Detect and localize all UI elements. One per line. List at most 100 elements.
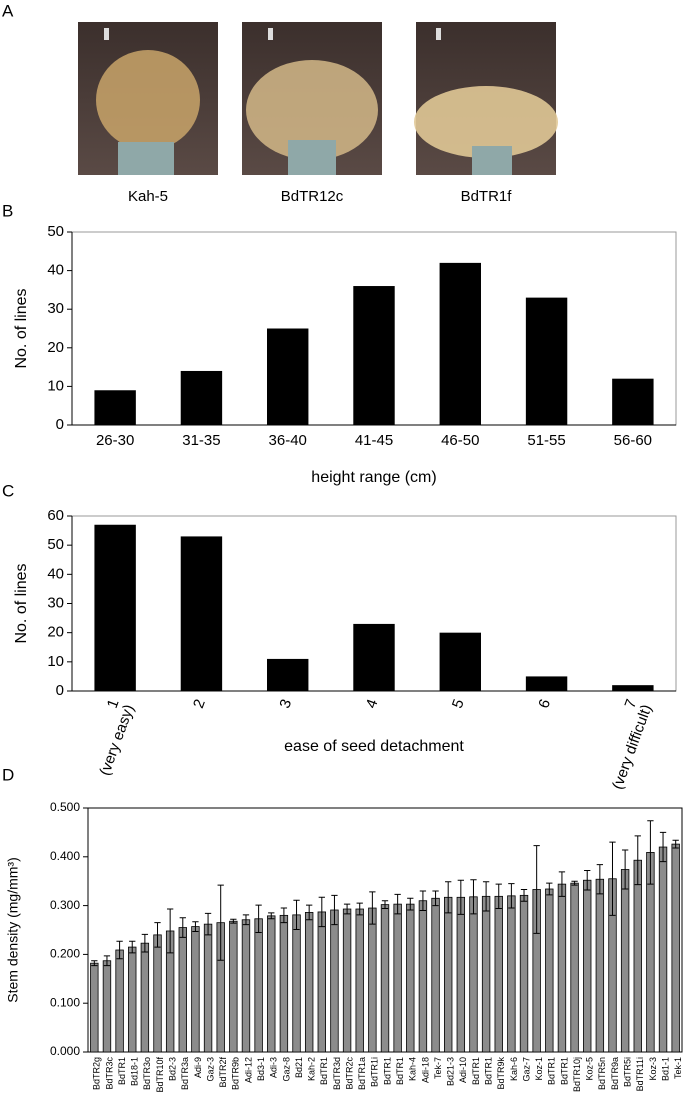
bar (406, 903, 415, 1053)
x-tick-label: BdTR1 (483, 1057, 493, 1085)
x-tick-label: Gaz-8 (281, 1057, 291, 1082)
x-tick-label: 46-50 (441, 432, 479, 449)
error-bar (445, 881, 452, 914)
bar (317, 911, 327, 1053)
x-tick-label: Kah-6 (509, 1057, 519, 1081)
error-bar (621, 849, 629, 890)
error-bar (634, 835, 641, 886)
y-tick-label: 10 (47, 653, 64, 670)
error-bar (558, 871, 566, 897)
x-tick-label: 31-35 (182, 432, 220, 449)
y-axis-title: No. of lines (13, 563, 30, 643)
x-tick-label: BdTR3o (142, 1057, 152, 1090)
error-bar (407, 897, 414, 911)
error-bar (369, 891, 376, 925)
x-tick-label: BdTR3a (180, 1057, 190, 1090)
x-tick-label: 36-40 (269, 432, 307, 449)
x-tick-label: BdTR3c (104, 1057, 114, 1090)
bar (90, 962, 99, 1053)
photo (78, 22, 218, 175)
bar (292, 914, 301, 1053)
x-tick-label: BdTR1 (471, 1057, 481, 1085)
x-tick-label: BdTR1a (357, 1057, 367, 1090)
error-bar (116, 940, 123, 960)
y-tick-label: 0.500 (50, 800, 80, 814)
x-tick-label: Bd21 (294, 1057, 304, 1078)
photo-caption: Kah-5 (128, 188, 168, 205)
x-tick-label: BdTR5i (623, 1057, 633, 1087)
error-bar (179, 917, 186, 938)
error-bar (356, 902, 363, 916)
photo (242, 22, 382, 175)
error-bar (255, 904, 262, 933)
error-bar (242, 914, 250, 926)
x-tick-label: BdTR5n (597, 1057, 607, 1090)
error-bar (129, 940, 136, 954)
error-bar (457, 879, 464, 915)
bar (583, 879, 592, 1053)
bar (507, 895, 516, 1053)
x-tick-label: 5 (449, 697, 468, 711)
x-tick-label: Adi-10 (458, 1057, 468, 1083)
bar (418, 900, 428, 1053)
x-tick-label: BdTR2c (344, 1057, 354, 1090)
annotation: (very easy) (96, 702, 137, 778)
x-tick-label: Adi-18 (420, 1057, 430, 1083)
error-bar (293, 899, 300, 931)
bar (267, 658, 309, 691)
error-bar (166, 908, 174, 954)
x-tick-label: Bd21-3 (446, 1057, 456, 1086)
error-bar (318, 896, 325, 928)
y-tick-label: 60 (47, 507, 64, 524)
y-tick-label: 0.100 (50, 995, 80, 1009)
bar (658, 846, 668, 1053)
y-tick-label: 50 (47, 536, 64, 553)
bar (355, 908, 364, 1053)
x-tick-label: Bd1-1 (660, 1057, 670, 1081)
x-tick-label: BdTR9a (610, 1057, 620, 1090)
x-tick-label: Gaz-7 (521, 1057, 531, 1082)
bar (180, 536, 223, 691)
x-tick-label: Koz-1 (534, 1057, 544, 1081)
y-tick-label: 40 (47, 565, 64, 582)
x-tick-label: BdTR9k (496, 1057, 506, 1090)
y-tick-label: 30 (47, 300, 64, 317)
x-tick-label: Tek-1 (673, 1057, 683, 1079)
bar (380, 904, 390, 1053)
x-axis-title: ease of seed detachment (284, 738, 464, 755)
bar (481, 895, 491, 1053)
photo-caption: BdTR12c (281, 188, 344, 205)
bar (94, 524, 136, 691)
bar (439, 262, 481, 425)
bar (494, 895, 503, 1053)
bar (368, 907, 377, 1053)
x-tick-group: 5 (449, 697, 468, 711)
bar (525, 297, 568, 425)
panel-label: C (2, 481, 14, 500)
x-tick-label: BdTR11i (635, 1057, 645, 1091)
error-bar (91, 960, 98, 967)
bar (456, 896, 466, 1053)
x-tick-group: 3 (276, 697, 295, 711)
bar (671, 843, 680, 1053)
x-tick-group: 1(very easy) (96, 697, 137, 778)
x-tick-group: 4 (363, 697, 382, 711)
bar (254, 918, 263, 1053)
error-bar (343, 903, 351, 915)
bar (203, 923, 213, 1053)
bar (241, 919, 251, 1053)
x-tick-group: 6 (535, 697, 554, 711)
x-tick-label: Adi-12 (243, 1057, 253, 1083)
bar (443, 896, 453, 1053)
bar (595, 878, 605, 1053)
error-bar (204, 912, 212, 936)
bar (342, 908, 352, 1053)
x-tick-label: BdTR2f (218, 1057, 228, 1088)
error-bar (268, 912, 275, 920)
x-tick-label: 4 (363, 697, 382, 711)
bar (353, 286, 395, 425)
photo-caption: BdTR1f (461, 188, 513, 205)
bar (229, 920, 238, 1053)
bar (140, 942, 150, 1053)
y-tick-label: 20 (47, 624, 64, 641)
